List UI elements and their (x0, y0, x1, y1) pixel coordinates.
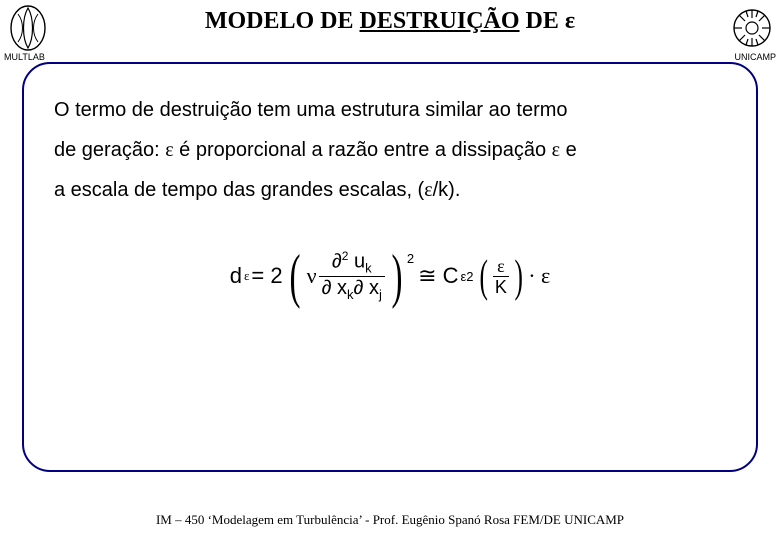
body-l2b: é proporcional a razão entre a dissipaçã… (174, 139, 552, 161)
eq-nu: ν (307, 263, 317, 289)
multlab-label: MULTLAB (4, 52, 45, 62)
body-l2c: e (560, 139, 577, 161)
title-part1: MODELO DE (205, 8, 360, 34)
body-l3b: /k). (433, 179, 461, 201)
eq-equals: = 2 (251, 263, 282, 289)
eq-frac2-num: ε (495, 257, 507, 276)
eq-frac2-den: K (493, 276, 509, 296)
body-line-3: a escala de tempo das grandes escalas, (… (54, 170, 726, 210)
body-line-2: de geração: ε é proporcional a razão ent… (54, 130, 726, 170)
eq-dot-eps: · ε (528, 263, 550, 289)
title-part2: DE (520, 8, 565, 34)
equation: dε = 2 ( ν ∂2 uk ∂ xk∂ xj )2 ≅ Cε2 ( ε (230, 246, 551, 306)
body-line-1: O termo de destruição tem uma estrutura … (54, 90, 726, 130)
eq-partial-top: ∂ (332, 251, 342, 273)
eq-dxk: ∂ x (322, 277, 347, 299)
eq-d: d (230, 263, 242, 289)
eq-uk: u (348, 251, 365, 273)
body-l3a: a escala de tempo das grandes escalas, ( (54, 179, 424, 201)
content-frame: O termo de destruição tem uma estrutura … (22, 62, 758, 472)
eq-lparen-1: ( (289, 246, 300, 306)
eq-frac-2: ε K (493, 257, 509, 296)
eq-pow2: 2 (407, 251, 414, 266)
body-eps-2: ε (552, 139, 560, 161)
body-eps-1: ε (165, 139, 173, 161)
eq-d-sub: ε (244, 268, 249, 284)
eq-c-sub: ε2 (461, 269, 474, 284)
eq-dxj-sub: j (379, 287, 382, 302)
body-eps-3: ε (424, 179, 432, 201)
eq-dxj: ∂ x (354, 277, 379, 299)
body-l2a: de geração: (54, 139, 165, 161)
eq-uk-sub: k (365, 261, 372, 276)
unicamp-label: UNICAMP (734, 52, 776, 62)
eq-rparen-2: ) (514, 246, 522, 306)
eq-rparen-1: ) (391, 246, 402, 306)
title-epsilon: ε (565, 8, 575, 34)
body-paragraph: O termo de destruição tem uma estrutura … (54, 90, 726, 210)
slide-title: MODELO DE DESTRUIÇÃO DE ε (0, 8, 780, 35)
title-underlined: DESTRUIÇÃO (360, 8, 520, 34)
eq-lparen-2: ( (479, 246, 487, 306)
slide-footer: IM – 450 ‘Modelagem em Turbulência’ - Pr… (0, 512, 780, 528)
eq-frac-1: ∂2 uk ∂ xk∂ xj (319, 250, 385, 302)
equation-container: dε = 2 ( ν ∂2 uk ∂ xk∂ xj )2 ≅ Cε2 ( ε (54, 246, 726, 306)
eq-approx: ≅ C (418, 263, 458, 289)
